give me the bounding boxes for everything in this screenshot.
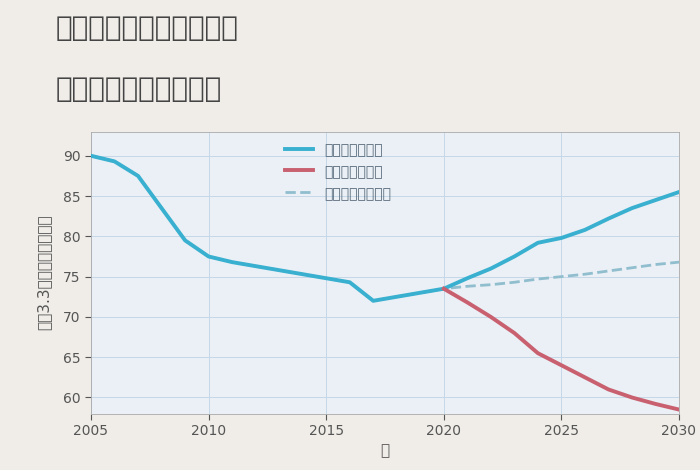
グッドシナリオ — [87, 153, 95, 158]
グッドシナリオ — [533, 240, 542, 246]
グッドシナリオ — [604, 216, 612, 221]
ノーマルシナリオ — [604, 268, 612, 274]
ノーマルシナリオ — [463, 283, 472, 289]
グッドシナリオ — [322, 275, 330, 281]
グッドシナリオ — [346, 280, 354, 285]
ノーマルシナリオ — [416, 290, 424, 296]
ノーマルシナリオ — [675, 259, 683, 265]
グッドシナリオ — [369, 298, 377, 304]
バッドシナリオ — [557, 362, 566, 368]
ノーマルシナリオ — [298, 271, 307, 277]
ノーマルシナリオ — [533, 276, 542, 282]
グッドシナリオ — [463, 275, 472, 281]
ノーマルシナリオ — [369, 298, 377, 304]
グッドシナリオ — [134, 173, 142, 179]
グッドシナリオ — [298, 271, 307, 277]
バッドシナリオ — [463, 299, 472, 305]
ノーマルシナリオ — [228, 259, 237, 265]
Text: 奈良県奈良市登大路町の: 奈良県奈良市登大路町の — [56, 14, 239, 42]
バッドシナリオ — [533, 350, 542, 356]
ノーマルシナリオ — [134, 173, 142, 179]
バッドシナリオ — [651, 401, 659, 407]
グッドシナリオ — [204, 254, 213, 259]
グッドシナリオ — [251, 263, 260, 269]
バッドシナリオ — [604, 387, 612, 392]
グッドシナリオ — [158, 205, 166, 211]
グッドシナリオ — [581, 227, 589, 233]
バッドシナリオ — [675, 407, 683, 412]
ノーマルシナリオ — [87, 153, 95, 158]
グッドシナリオ — [628, 205, 636, 211]
グッドシナリオ — [651, 197, 659, 203]
ノーマルシナリオ — [251, 263, 260, 269]
ノーマルシナリオ — [510, 280, 519, 285]
Text: 中古戸建ての価格推移: 中古戸建ての価格推移 — [56, 75, 223, 103]
ノーマルシナリオ — [557, 274, 566, 280]
グッドシナリオ — [486, 266, 495, 271]
ノーマルシナリオ — [346, 280, 354, 285]
Legend: グッドシナリオ, バッドシナリオ, ノーマルシナリオ: グッドシナリオ, バッドシナリオ, ノーマルシナリオ — [280, 137, 397, 207]
グッドシナリオ — [181, 237, 189, 243]
ノーマルシナリオ — [440, 286, 448, 291]
Line: バッドシナリオ: バッドシナリオ — [444, 289, 679, 409]
グッドシナリオ — [275, 267, 284, 273]
グッドシナリオ — [228, 259, 237, 265]
ノーマルシナリオ — [581, 271, 589, 277]
ノーマルシナリオ — [158, 205, 166, 211]
ノーマルシナリオ — [628, 265, 636, 271]
バッドシナリオ — [628, 395, 636, 400]
ノーマルシナリオ — [322, 275, 330, 281]
ノーマルシナリオ — [486, 282, 495, 288]
ノーマルシナリオ — [393, 294, 401, 299]
グッドシナリオ — [393, 294, 401, 299]
ノーマルシナリオ — [275, 267, 284, 273]
グッドシナリオ — [111, 158, 119, 164]
バッドシナリオ — [440, 286, 448, 291]
ノーマルシナリオ — [651, 262, 659, 267]
ノーマルシナリオ — [111, 158, 119, 164]
Line: グッドシナリオ: グッドシナリオ — [91, 156, 679, 301]
バッドシナリオ — [510, 330, 519, 336]
グッドシナリオ — [557, 235, 566, 241]
Line: ノーマルシナリオ: ノーマルシナリオ — [91, 156, 679, 301]
ノーマルシナリオ — [181, 237, 189, 243]
グッドシナリオ — [416, 290, 424, 296]
バッドシナリオ — [486, 314, 495, 320]
X-axis label: 年: 年 — [380, 444, 390, 459]
ノーマルシナリオ — [204, 254, 213, 259]
グッドシナリオ — [675, 189, 683, 195]
Y-axis label: 坪（3.3㎡）単価（万円）: 坪（3.3㎡）単価（万円） — [37, 215, 52, 330]
グッドシナリオ — [440, 286, 448, 291]
バッドシナリオ — [581, 375, 589, 380]
グッドシナリオ — [510, 254, 519, 259]
